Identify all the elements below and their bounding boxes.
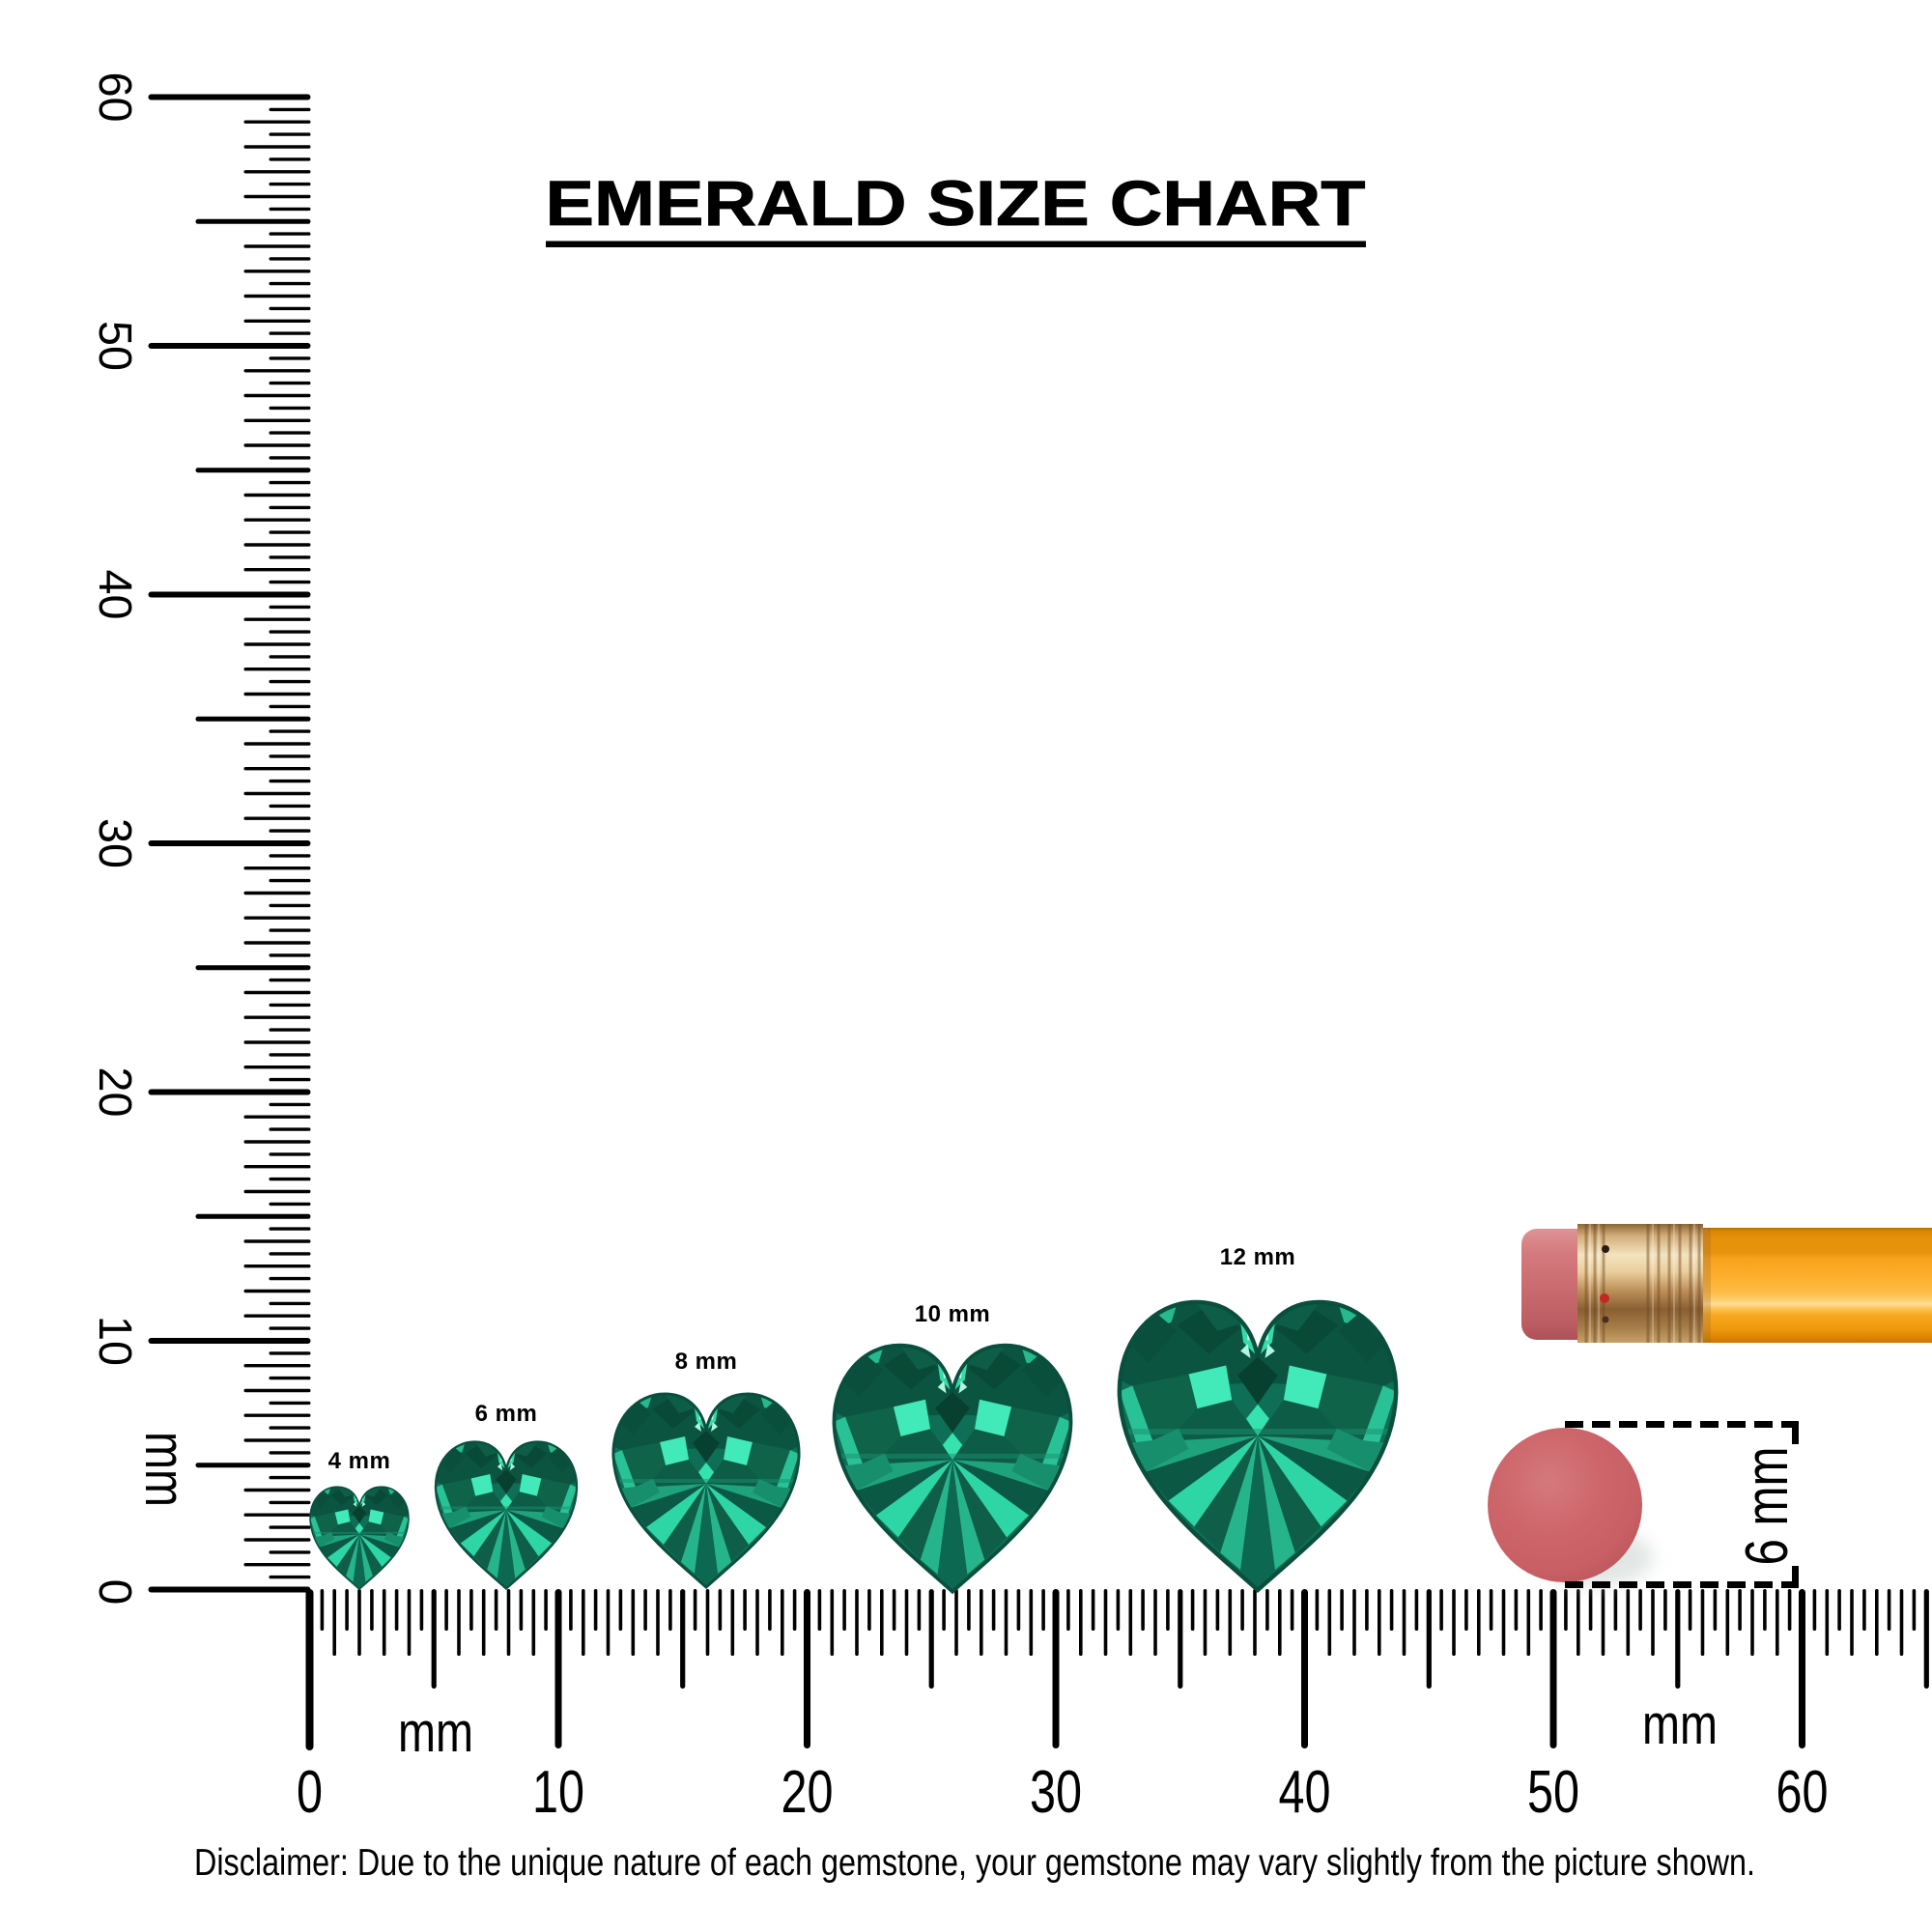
svg-text:6 mm: 6 mm — [475, 1401, 538, 1427]
svg-text:0: 0 — [297, 1759, 323, 1826]
svg-text:6 mm: 6 mm — [1734, 1447, 1801, 1566]
svg-text:mm: mm — [133, 1432, 196, 1507]
svg-text:10: 10 — [532, 1759, 584, 1826]
svg-text:mm: mm — [1642, 1693, 1718, 1756]
svg-text:10 mm: 10 mm — [915, 1301, 991, 1327]
svg-text:40: 40 — [1279, 1759, 1331, 1826]
svg-text:50: 50 — [1527, 1759, 1579, 1826]
svg-text:10: 10 — [89, 1316, 140, 1366]
svg-text:8 mm: 8 mm — [675, 1349, 738, 1375]
svg-text:30: 30 — [89, 818, 140, 868]
svg-text:12 mm: 12 mm — [1220, 1244, 1296, 1270]
svg-text:50: 50 — [89, 321, 140, 371]
svg-text:mm: mm — [398, 1701, 473, 1764]
svg-text:60: 60 — [89, 72, 140, 123]
svg-text:30: 30 — [1030, 1759, 1082, 1826]
svg-text:0: 0 — [89, 1579, 140, 1605]
svg-text:EMERALD SIZE CHART: EMERALD SIZE CHART — [546, 167, 1366, 239]
svg-text:4 mm: 4 mm — [328, 1448, 391, 1474]
svg-text:60: 60 — [1776, 1759, 1829, 1826]
svg-text:20: 20 — [781, 1759, 834, 1826]
svg-text:Disclaimer: Due to the unique: Disclaimer: Due to the unique nature of … — [194, 1842, 1755, 1884]
svg-text:40: 40 — [89, 570, 140, 620]
svg-text:20: 20 — [89, 1067, 140, 1118]
